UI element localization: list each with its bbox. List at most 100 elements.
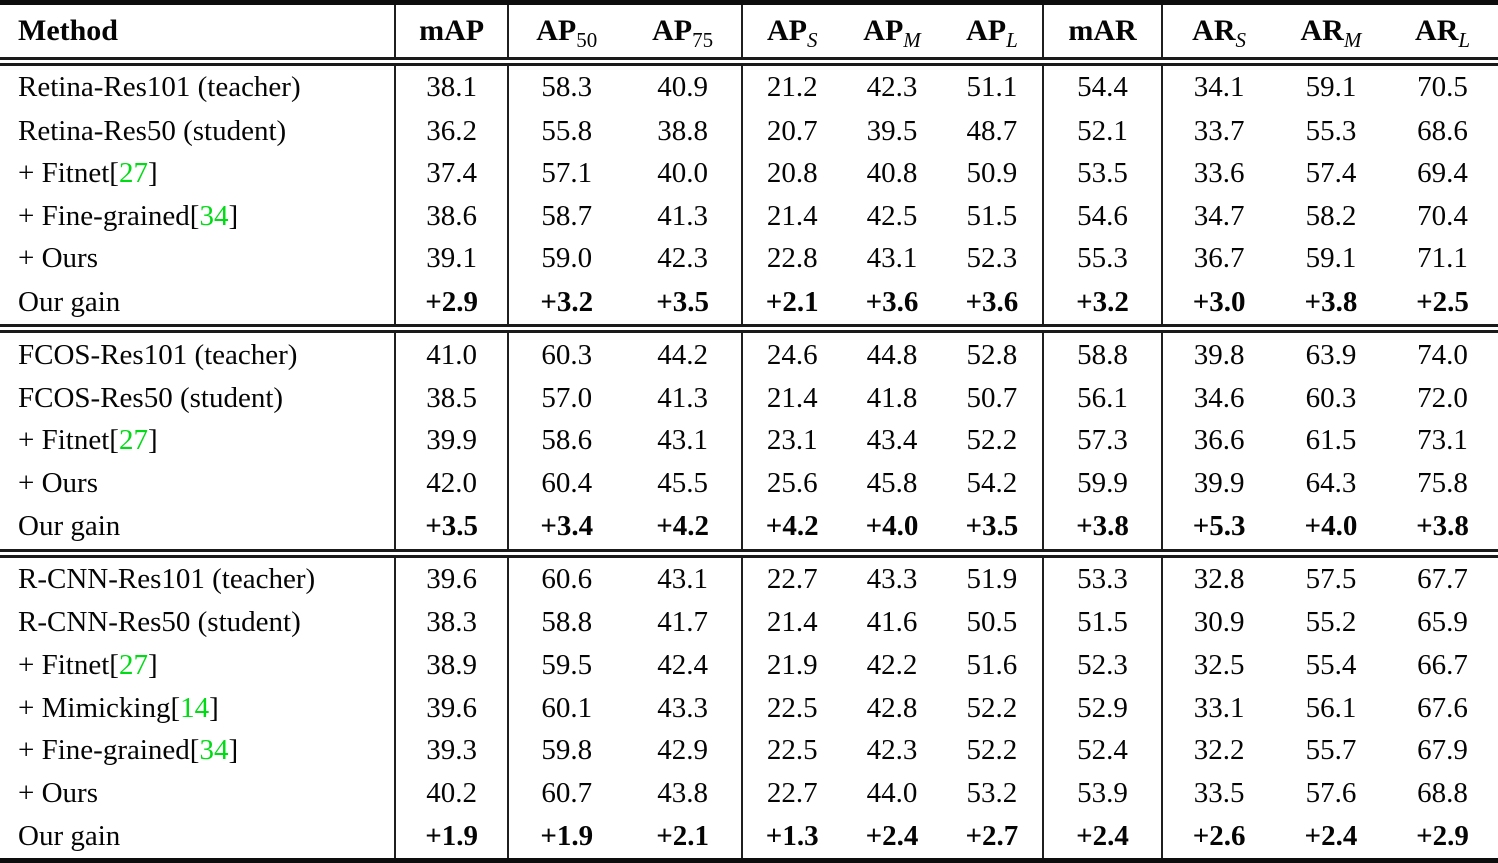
method-label: + Fitnet (18, 157, 110, 190)
metric-cell: +3.5 (965, 510, 1019, 543)
metric-cell: 53.9 (1041, 772, 1163, 815)
metric-cell: 38.9 (394, 644, 508, 687)
metric-cell: +5.3 (1161, 504, 1275, 554)
method-label: Our gain (18, 285, 121, 318)
metric-cell: 32.5 (1161, 644, 1275, 687)
citation-link[interactable]: 34 (199, 734, 229, 767)
metric-cell: 52.3 (1041, 644, 1163, 687)
metric-cell: 53.2 (966, 776, 1018, 809)
metric-cell: 36.6 (1161, 419, 1275, 463)
method-cell: + Ours (0, 772, 395, 815)
metric-cell: +3.6 (865, 285, 919, 318)
metric-cell: 40.8 (866, 157, 918, 190)
metric-cell: 68.6 (1417, 114, 1468, 147)
metric-cell: 39.3 (394, 729, 508, 773)
metric-cell: +2.1 (740, 280, 842, 329)
metric-cell: +4.2 (740, 504, 842, 554)
metric-cell: 36.2 (394, 109, 508, 153)
citation-bracket-close: ] (228, 199, 239, 232)
metric-cell: 22.7 (740, 772, 842, 815)
method-cell: FCOS-Res50 (student) (0, 377, 395, 420)
metric-cell: 51.1 (966, 71, 1018, 104)
metric-cell: 44.2 (624, 324, 742, 378)
metric-cell: 44.8 (841, 324, 943, 378)
method-cell: + Fitnet[27] (0, 152, 395, 195)
metric-cell: 55.4 (1305, 649, 1357, 682)
header-cell-ap75: AP75 (624, 2, 742, 66)
citation-link[interactable]: 27 (118, 157, 148, 190)
metric-cell: +4.2 (656, 510, 709, 543)
metric-cell: 21.4 (740, 601, 842, 645)
method-label: + Fine-grained (18, 199, 190, 232)
metric-cell: +3.8 (1041, 504, 1163, 554)
metric-cell: 21.4 (740, 195, 842, 238)
citation-bracket-open: [ (189, 199, 200, 232)
metric-cell: +3.5 (394, 504, 508, 554)
header-label: mAP (419, 14, 485, 47)
citation-link[interactable]: 14 (180, 691, 210, 724)
metric-cell: +2.4 (865, 819, 919, 852)
method-label: Our gain (18, 819, 121, 852)
metric-cell: 25.6 (740, 462, 842, 505)
metric-cell: 43.3 (657, 691, 708, 724)
method-label: FCOS-Res101 (teacher) (18, 338, 298, 371)
metric-cell: 60.7 (506, 772, 625, 815)
table-row: + Fitnet[27] 37.4 57.1 40.0 20.8 40.8 50.9 53.5… (0, 152, 1498, 196)
metric-cell: +3.5 (656, 285, 709, 318)
table-section-3: R-CNN-Res101 (teacher) 39.6 60.6 43.1 22.7 43… (0, 548, 1498, 861)
metric-cell: 22.8 (740, 237, 842, 281)
method-label: + Mimicking (18, 691, 171, 724)
metric-cell: +4.0 (1304, 510, 1358, 543)
header-label: AP (652, 14, 693, 47)
metric-cell: 60.1 (506, 686, 625, 730)
metric-cell: 30.9 (1161, 601, 1275, 645)
method-cell: Retina-Res101 (teacher) (0, 62, 395, 110)
method-label: + Fine-grained (18, 734, 190, 767)
metric-cell: 37.4 (394, 152, 508, 196)
citation-bracket-open: [ (170, 691, 181, 724)
citation-link[interactable]: 34 (199, 199, 229, 232)
metric-cell: 52.9 (1041, 686, 1163, 730)
citation-bracket-close: ] (147, 649, 158, 682)
metric-cell: 32.8 (1161, 548, 1275, 602)
metric-cell: 57.1 (506, 152, 625, 196)
header-subscript: S (1235, 28, 1247, 52)
metric-cell: 48.7 (966, 114, 1018, 147)
metric-cell: 56.1 (1041, 377, 1163, 420)
metric-cell: 55.3 (1041, 237, 1163, 281)
metric-cell: 42.8 (866, 691, 918, 724)
metric-cell: +3.8 (1416, 510, 1469, 543)
metric-cell: 59.8 (506, 729, 625, 773)
metric-cell: 59.1 (1305, 242, 1357, 275)
metric-cell: 52.8 (942, 324, 1043, 378)
method-cell: + Mimicking[14] (0, 687, 395, 730)
metric-cell: 70.5 (1417, 71, 1468, 104)
metric-cell: 39.1 (394, 237, 508, 281)
metric-cell: 45.5 (657, 467, 708, 500)
metric-cell: 73.1 (1417, 424, 1468, 457)
metric-cell: 43.1 (624, 548, 742, 602)
table-section-1: Retina-Res101 (teacher) 38.1 58.3 40.9 21.2 4… (0, 61, 1498, 329)
metric-cell: +1.9 (506, 814, 625, 861)
metric-cell: 58.3 (506, 61, 625, 110)
metric-cell: 66.7 (1417, 649, 1468, 682)
metric-cell: 64.3 (1305, 467, 1357, 500)
metric-cell: 52.2 (966, 691, 1018, 724)
header-cell-map: mAP (394, 2, 508, 66)
header-subscript: 75 (692, 28, 714, 52)
metric-cell: 42.0 (394, 462, 508, 505)
method-cell: Retina-Res50 (student) (0, 110, 395, 153)
metric-cell: 67.6 (1417, 691, 1468, 724)
header-subscript: M (903, 28, 921, 52)
citation-link[interactable]: 27 (118, 424, 148, 457)
metric-cell: 60.3 (506, 324, 625, 378)
metric-cell: +3.0 (1161, 280, 1275, 329)
metric-cell: 50.5 (966, 606, 1018, 639)
metric-cell: 41.3 (657, 381, 708, 414)
citation-link[interactable]: 27 (118, 649, 148, 682)
citation-bracket-open: [ (109, 649, 119, 682)
table-row: + Mimicking[14] 39.6 60.1 43.3 22.5 42.8 52.2 5… (0, 686, 1498, 730)
metric-cell: 41.3 (657, 199, 708, 232)
metric-cell: 39.9 (394, 419, 508, 463)
